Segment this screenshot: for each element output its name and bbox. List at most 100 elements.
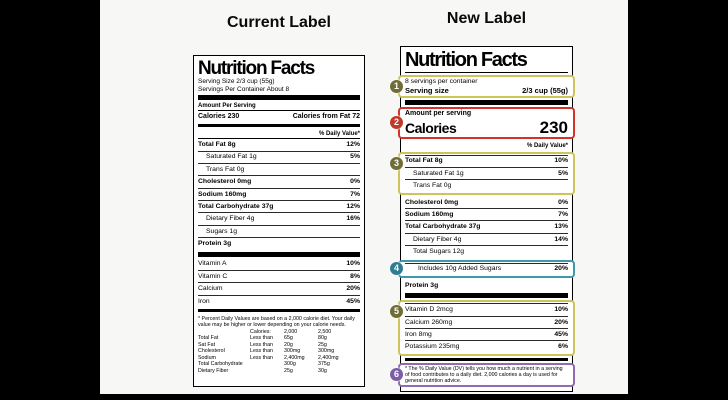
row-label: Dietary Fiber 4g — [413, 235, 462, 243]
highlight-vitamins: 5 Vitamin D 2mcg 10% Calcium 260mg 20% I… — [390, 300, 575, 356]
row-value: 5% — [350, 153, 360, 161]
row-label: Trans Fat 0g — [413, 182, 452, 190]
vitamin-row: Potassium 235mg 6% — [405, 340, 568, 352]
vitamin-row: Calcium 20% — [198, 282, 360, 294]
current-calories: Calories 230 — [198, 113, 240, 121]
vitamin-row: Calcium 260mg 20% — [405, 315, 568, 328]
row-label: Saturated Fat 1g — [413, 169, 464, 177]
nutrient-row: Includes 10g Added Sugars 20% — [405, 262, 568, 275]
nutrient-row: Sodium 160mg 7% — [405, 208, 568, 220]
callout-4-badge: 4 — [390, 262, 403, 276]
row-value: 16% — [346, 215, 360, 223]
highlight-servings: 1 8 servings per container Serving size … — [390, 75, 575, 98]
cell: Sat Fat — [198, 341, 216, 348]
current-title: Nutrition Facts — [198, 58, 315, 79]
current-label-heading: Current Label — [226, 14, 331, 31]
current-serving-size: Serving Size 2/3 cup (55g) — [198, 78, 275, 85]
current-amount-per-serving: Amount Per Serving — [198, 103, 256, 110]
nutrient-row: Cholesterol 0mg 0% — [405, 197, 568, 208]
highlight-total-fat: 3 Total Fat 8g 10% Saturated Fat 1g 5% T… — [390, 151, 575, 195]
new-amount-per-serving: Amount per serving — [405, 110, 472, 117]
callout-2-badge: 2 — [390, 116, 403, 130]
nutrient-row: Dietary Fiber 4g 16% — [198, 212, 360, 224]
nutrient-row: Total Fat 8g 12% — [198, 139, 360, 150]
row-label: Total Fat 8g — [198, 141, 236, 149]
cell: 25g — [284, 367, 293, 374]
row-value: 0% — [558, 198, 568, 206]
nutrient-row: Saturated Fat 1g 5% — [405, 166, 568, 179]
divider-bar — [405, 293, 568, 299]
cell: Less than — [250, 341, 273, 348]
highlight-footnote: 6 * The % Daily Value (DV) tells you how… — [390, 362, 575, 388]
content-panel: Current Label New Label Nutrition Facts … — [100, 0, 628, 394]
row-label: Total Carbohydrate 37g — [405, 223, 481, 231]
row-value: 5% — [558, 169, 568, 177]
row-value: 20% — [346, 285, 360, 293]
row-label: Dietary Fiber 4g — [206, 215, 255, 223]
vitamin-row: Vitamin D 2mcg 10% — [405, 303, 568, 315]
table-row: Total Fat Less than 65g 80g — [198, 335, 360, 341]
table-row: Total Carbohydrate 300g 375g — [198, 361, 360, 367]
row-value: 10% — [554, 157, 568, 165]
calories-label: Calories — [405, 119, 457, 136]
nutrient-row: Total Sugars 12g — [405, 245, 568, 257]
new-calories-row: Calories 230 — [405, 119, 568, 136]
table-row: Sat Fat Less than 20g 25g — [198, 342, 360, 348]
callout-5-badge: 5 — [390, 305, 403, 319]
row-label: Sodium 160mg — [198, 190, 247, 198]
row-label: Iron — [198, 297, 210, 305]
cell: 30g — [318, 367, 327, 374]
cell — [250, 368, 284, 374]
current-footnote: * Percent Daily Values are based on a 2,… — [198, 315, 355, 328]
vitamin-row: Iron 45% — [198, 294, 360, 307]
serving-size-label: Serving size — [405, 86, 449, 95]
cell: 300mg — [284, 348, 301, 355]
cell: 20g — [284, 341, 293, 348]
new-footnote: * The % Daily Value (DV) tells you how m… — [405, 365, 563, 384]
vitamin-row: Vitamin A 10% — [198, 259, 360, 270]
row-value: 10% — [554, 306, 568, 314]
new-title: Nutrition Facts — [405, 50, 568, 73]
row-label: Total Fat 8g — [405, 157, 443, 165]
current-calories-from-fat: Calories from Fat 72 — [292, 113, 360, 121]
new-label-heading: New Label — [446, 10, 527, 27]
divider-bar — [405, 357, 568, 361]
callout-3-badge: 3 — [390, 156, 403, 170]
cell: Total Fat — [198, 335, 219, 342]
current-nutrition-label: Nutrition Facts Serving Size 2/3 cup (55… — [193, 55, 365, 387]
row-label: Includes 10g Added Sugars — [418, 265, 502, 273]
current-calories-row: Calories 230 Calories from Fat 72 — [198, 110, 360, 122]
current-servings-per-container: Servings Per Container About 8 — [198, 85, 290, 93]
nutrient-row: Saturated Fat 1g 5% — [198, 150, 360, 163]
vitamin-row: Iron 8mg 45% — [405, 328, 568, 340]
row-value: 0% — [350, 178, 360, 186]
nutrient-row: Sugars 1g — [198, 224, 360, 237]
row-label: Calcium — [198, 285, 223, 293]
cell: 300g — [284, 361, 296, 368]
row-value: 8% — [350, 272, 360, 280]
row-value: 13% — [554, 223, 568, 231]
cell: Total Carbohydrate — [198, 361, 243, 368]
new-daily-value-header: % Daily Value* — [526, 142, 568, 149]
cell: Less than — [250, 354, 273, 361]
cell: 375g — [318, 361, 330, 368]
serving-size-value: 2/3 cup (55g) — [522, 86, 568, 95]
cell: Less than — [250, 348, 273, 355]
cell: Calories: — [250, 329, 271, 336]
divider-bar — [198, 309, 360, 313]
table-row: Sodium Less than 2,400mg 2,400mg — [198, 355, 360, 361]
highlight-added-sugars: 4 Includes 10g Added Sugars 20% — [390, 259, 575, 278]
table-row: Dietary Fiber 25g 30g — [198, 368, 360, 374]
row-value: 20% — [554, 318, 568, 326]
row-label: Protein 3g — [405, 281, 439, 289]
cell: 2,000 — [284, 329, 298, 336]
new-servings-per-container: 8 servings per container — [405, 78, 478, 85]
callout-6-badge: 6 — [390, 368, 403, 382]
cell: 2,400mg — [284, 354, 305, 361]
cell: Sodium — [198, 354, 216, 361]
nutrient-row: Cholesterol 0mg 0% — [198, 175, 360, 187]
row-label: Calcium 260mg — [405, 318, 453, 326]
row-value: 7% — [558, 210, 568, 218]
row-label: Protein 3g — [198, 240, 232, 248]
row-value: 12% — [346, 202, 360, 210]
